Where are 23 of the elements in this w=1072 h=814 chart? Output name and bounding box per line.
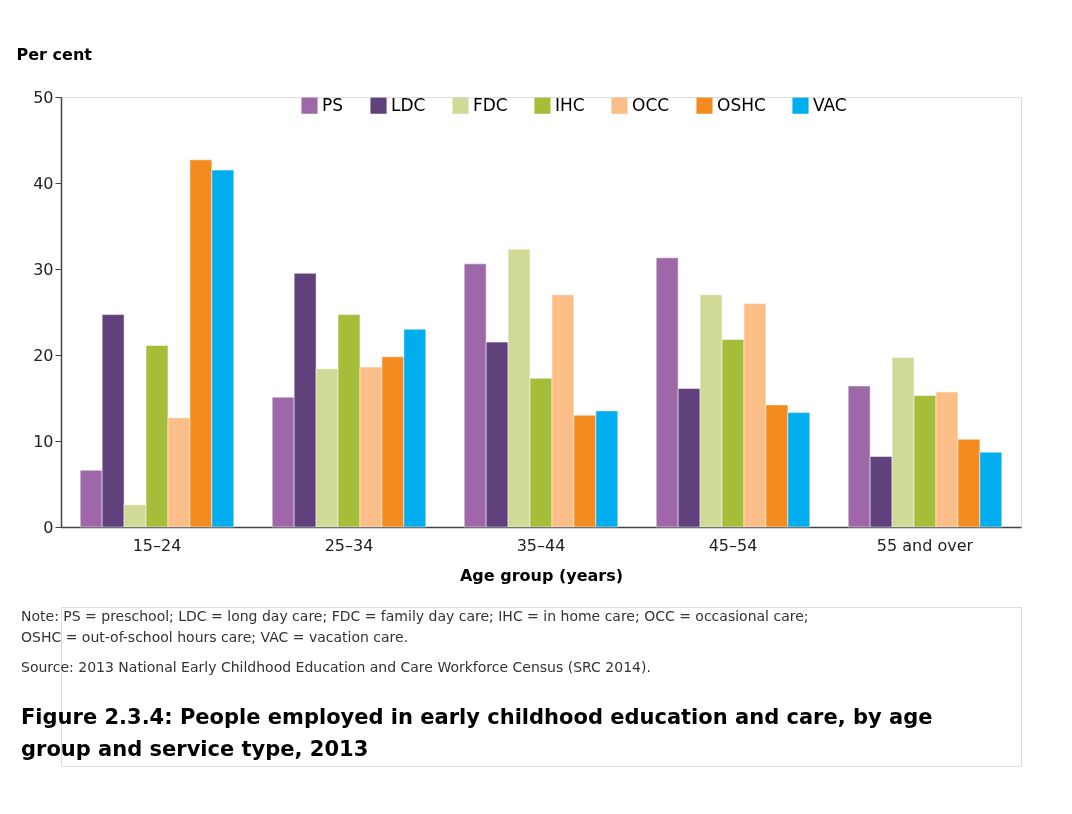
legend-label: VAC xyxy=(813,94,847,115)
text: Note: PS = preschool; LDC = long day care; FDC = family day care; IHC = in home care; OCC = occasional care; OSHC = out-of-school hours care; VAC = vacation care. xyxy=(21,608,809,645)
legend-label: PS xyxy=(322,94,344,115)
legend-label: OCC xyxy=(632,94,670,115)
x-tick-label: 15–24 xyxy=(132,535,182,555)
y-tick-label: 10 xyxy=(33,431,54,451)
legend-label: LDC xyxy=(391,94,426,115)
legend-label: IHC xyxy=(555,94,585,115)
x-tick-label: 25–34 xyxy=(324,535,374,555)
x-tick-label: 55 and over xyxy=(876,535,974,555)
legend-label: OSHC xyxy=(717,94,766,115)
x-axis-title: Age group (years) xyxy=(459,565,624,585)
y-tick-label: 40 xyxy=(33,173,54,193)
x-tick-label: 45–54 xyxy=(708,535,758,555)
y-tick-label: 0 xyxy=(43,517,54,537)
text: Figure 2.3.4: People employed in early childhood education and care, by age group and service type, 2013 xyxy=(21,705,933,761)
source-note: Source: 2013 National Early Childhood Education and Care Workforce Census (SRC 2014). xyxy=(21,659,651,675)
y-tick-label: 20 xyxy=(33,345,54,365)
y-tick-label: 30 xyxy=(33,259,54,279)
y-axis-title: Per cent xyxy=(16,44,93,64)
legend-label: FDC xyxy=(473,94,508,115)
y-tick-label: 50 xyxy=(33,87,54,107)
x-tick-label: 35–44 xyxy=(516,535,566,555)
